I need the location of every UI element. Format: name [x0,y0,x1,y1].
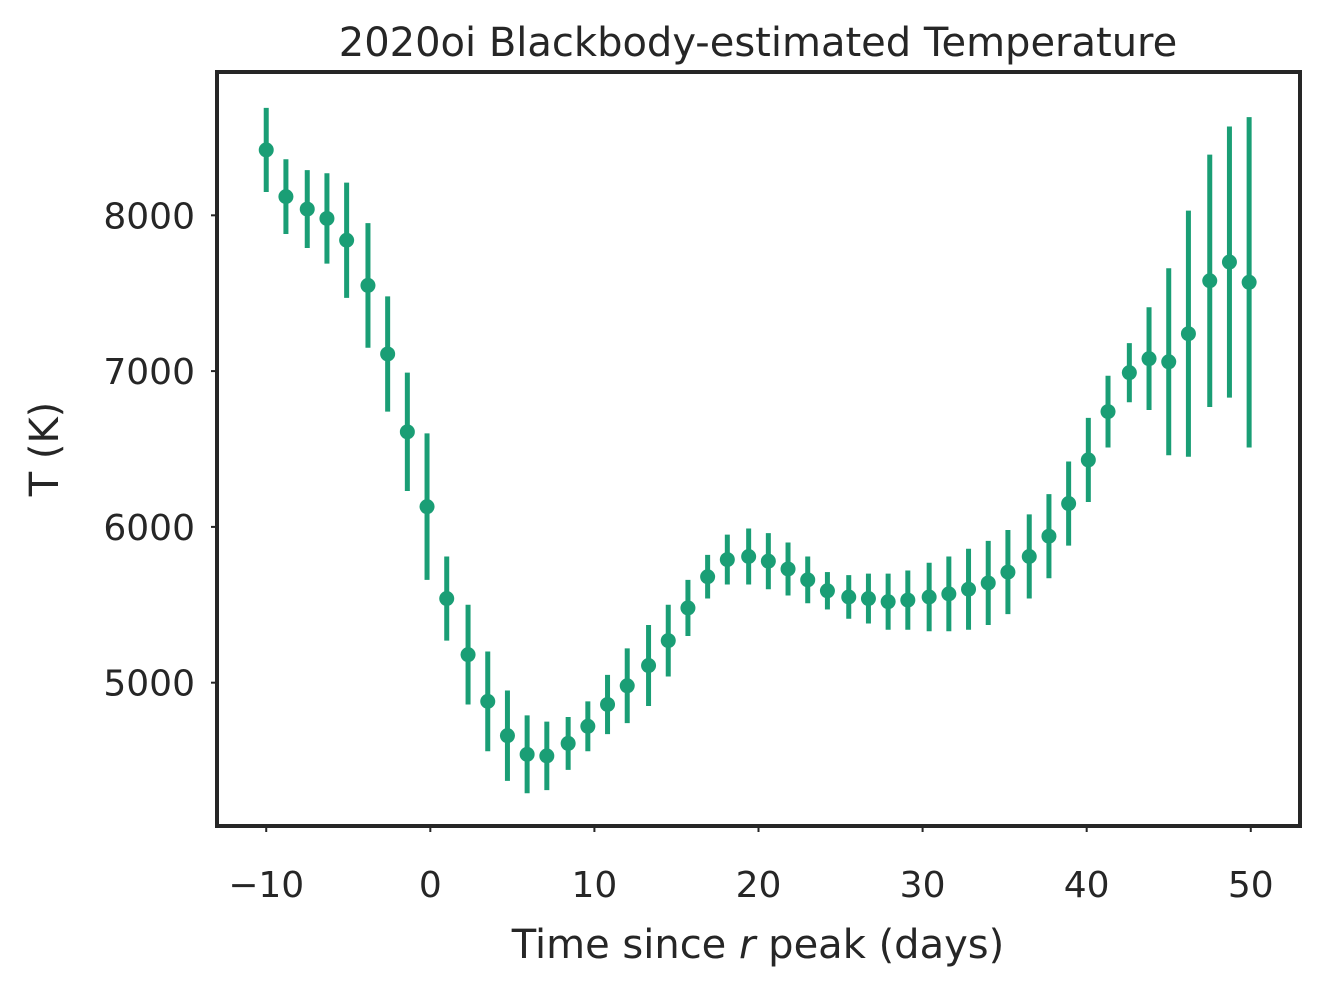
data-point [760,553,776,569]
data-point [560,735,576,751]
y-tick-label: 7000 [103,352,195,393]
data-point [1041,528,1057,544]
data-point [419,499,435,515]
data-point [641,658,657,674]
data-point [1221,254,1237,270]
data-point [841,589,857,605]
data-point [439,591,455,607]
data-point [1061,496,1077,512]
data-point [580,718,596,734]
data-points-group [258,107,1257,794]
data-point [819,583,835,599]
data-point [319,210,335,226]
data-point [360,277,376,293]
data-point [1202,273,1218,289]
data-point [278,189,294,205]
data-point [860,591,876,607]
x-axis-ticks: −10 0 10 20 30 40 50 [228,826,1274,906]
data-point [921,589,937,605]
y-axis-label: T (K) [22,402,68,498]
data-point [741,548,757,564]
data-point [1121,365,1137,381]
y-tick-label: 8000 [103,196,195,237]
data-point [399,424,415,440]
data-point [780,561,796,577]
data-point [880,594,896,610]
x-axis-label-suffix: peak (days) [755,922,1004,968]
data-point [299,201,315,217]
x-tick-label: 40 [1064,865,1110,906]
data-point [719,552,735,568]
data-point [1080,452,1096,468]
data-point [460,647,476,663]
data-point [480,693,496,709]
data-point [1241,274,1257,290]
data-point [1141,351,1157,367]
data-point [1100,404,1116,420]
data-point [941,586,957,602]
data-point [380,346,396,362]
data-point [499,728,515,744]
data-point [619,678,635,694]
data-point [980,575,996,591]
data-point [258,142,274,158]
x-axis-label-italic: r [739,922,758,968]
y-tick-label: 6000 [103,508,195,549]
x-tick-label: 50 [1228,865,1274,906]
data-point [1161,354,1177,370]
data-point [961,581,977,597]
x-tick-label: 0 [419,865,442,906]
data-point [900,592,916,608]
data-point [680,600,696,616]
plot-frame [215,70,1302,828]
x-tick-label: −10 [228,865,304,906]
data-point [660,633,676,649]
x-tick-label: 30 [900,865,946,906]
data-point [800,572,816,588]
data-point [700,569,716,585]
x-tick-label: 20 [736,865,782,906]
data-point [600,696,616,712]
x-axis-label: Time since r peak (days) [511,922,1004,968]
x-tick-label: 10 [572,865,618,906]
y-tick-label: 5000 [103,664,195,705]
data-point [539,748,555,764]
chart-title: 2020oi Blackbody-estimated Temperature [339,20,1177,66]
data-point [519,746,535,762]
data-point [1000,564,1016,580]
x-axis-label-prefix: Time since [511,922,739,968]
data-point [1180,326,1196,342]
y-axis-ticks: 5000 6000 7000 8000 [103,196,217,705]
data-point [339,232,355,248]
data-point [1021,548,1037,564]
